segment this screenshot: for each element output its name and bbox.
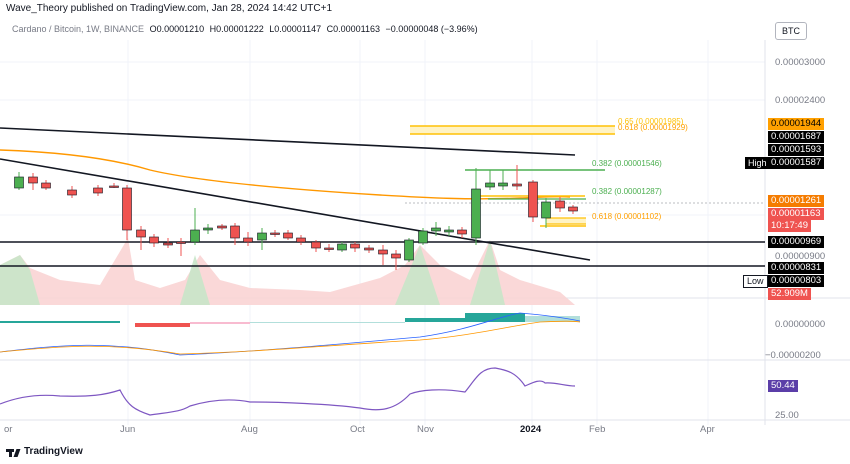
candle-body [14, 176, 24, 189]
candle-body [431, 227, 441, 232]
rsi-line [0, 367, 576, 416]
candle-body [109, 185, 119, 188]
volume-histogram [0, 238, 575, 305]
candle-body [444, 229, 454, 233]
candle-body [190, 229, 200, 243]
ohlc-high: H0.00001222 [209, 24, 264, 34]
candle-body [243, 237, 253, 243]
price-tag-1593: 0.00001593 [768, 144, 825, 156]
candle-body [324, 247, 334, 250]
fib-label-382-green: 0.382 (0.00001546) [592, 159, 662, 168]
rsi-value-tag: 50.44 [768, 380, 798, 392]
fib-levels [410, 125, 615, 227]
ohlc-low: L0.00001147 [269, 24, 322, 34]
candle-body [270, 232, 280, 235]
price-tick-2: 0.00002400 [775, 95, 825, 106]
price-tag-fib-top: 0.00001944 [768, 118, 825, 130]
time-label-aug: Aug [241, 424, 258, 435]
price-tag-1687: 0.00001687 [768, 131, 825, 143]
price-tag-high: 0.00001587 [768, 157, 825, 169]
price-tag-969: 0.00000969 [768, 236, 825, 248]
candle-body [41, 182, 51, 189]
candle-body [311, 241, 321, 249]
fib-label-65: 0.65 (0.00001985) [618, 117, 684, 126]
time-label-feb: Feb [589, 424, 606, 435]
candle-body [350, 243, 360, 249]
time-label-or: or [4, 424, 13, 435]
fib-label-382: 0.382 (0.00001287) [592, 187, 662, 196]
candle-body [67, 189, 77, 196]
time-label-jun: Jun [120, 424, 136, 435]
rsi-tick: 25.00 [775, 410, 799, 421]
candle-body [498, 182, 508, 187]
candle-body [391, 253, 401, 259]
price-tick-3: 0.00000900 [775, 251, 825, 262]
price-tag-1261: 0.00001261 [768, 195, 825, 207]
candle-body [485, 182, 495, 188]
time-label-nov: Nov [417, 424, 434, 435]
candle-body [217, 225, 227, 229]
low-label: Low [743, 275, 768, 288]
last-price-tag: 0.00001163 [768, 208, 824, 220]
candle-body [149, 236, 159, 244]
ohlc-close: C0.00001163 [326, 24, 381, 34]
candle-body [283, 232, 293, 239]
candle-body [176, 241, 186, 244]
candlestick-series [14, 165, 578, 270]
macd-tick-2: −0.00000200 [765, 350, 821, 361]
candle-body [296, 237, 306, 243]
candle-body [541, 201, 551, 219]
candle-body [528, 181, 538, 218]
tradingview-logo-icon [6, 447, 21, 457]
footer-brand[interactable]: TradingView [6, 446, 83, 457]
symbol-name: Cardano / Bitcoin, 1W, BINANCE [12, 24, 145, 34]
candle-body [512, 183, 522, 187]
ema-line [0, 149, 571, 200]
candle-body [555, 200, 565, 209]
candle-body [404, 239, 414, 261]
ohlc-open: O0.00001210 [149, 24, 205, 34]
candle-body [28, 176, 38, 184]
price-tag-831: 0.00000831 [768, 262, 825, 274]
price-tick-1: 0.00003000 [775, 57, 825, 68]
candle-body [203, 227, 213, 231]
volume-tag: 52.909M [768, 288, 811, 300]
candle-body [122, 187, 132, 231]
symbol-info-bar: Cardano / Bitcoin, 1W, BINANCE O0.000012… [0, 22, 481, 36]
candle-body [163, 242, 173, 246]
time-label-2024: 2024 [520, 424, 542, 435]
candle-body [257, 232, 267, 241]
candle-body [457, 229, 467, 235]
candle-body [93, 187, 103, 194]
candle-body [418, 230, 428, 244]
publish-header: Wave_Theory published on TradingView.com… [6, 3, 333, 14]
fib-label-618: 0.618 (0.00001102) [592, 212, 662, 221]
countdown-tag: 10:17:49 [768, 220, 811, 232]
candle-body [136, 229, 146, 238]
ohlc-change: −0.00000048 (−3.96%) [385, 24, 478, 34]
macd-tick-1: 0.00000000 [775, 319, 825, 330]
candle-body [378, 249, 388, 255]
candle-body [337, 243, 347, 251]
currency-button[interactable]: BTC [775, 22, 807, 40]
price-tag-low: 0.00000803 [768, 275, 825, 287]
footer-brand-text: TradingView [24, 446, 83, 457]
chart-canvas[interactable]: 0.65 (0.00001985) 0.618 (0.00001929) 0.3… [0, 40, 850, 425]
candle-body [471, 188, 481, 239]
candle-body [568, 206, 578, 212]
candle-body [230, 225, 240, 239]
trendlines [0, 127, 765, 267]
candle-body [364, 247, 374, 251]
time-label-apr: Apr [700, 424, 715, 435]
macd-pane [0, 312, 581, 356]
time-label-oct: Oct [350, 424, 365, 435]
high-label: High [745, 157, 770, 169]
fib-label-618-top: 0.618 (0.00001929) [618, 123, 688, 132]
